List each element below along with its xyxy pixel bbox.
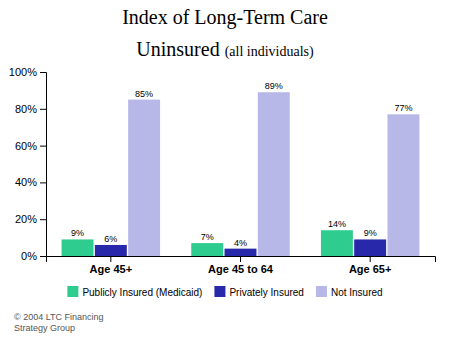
- y-tick-label: 0%: [21, 250, 37, 262]
- y-tick-label: 100%: [9, 66, 37, 78]
- legend-label: Not Insured: [331, 287, 383, 298]
- legend: Publicly Insured (Medicaid) Privately Ins…: [67, 286, 382, 298]
- subtitle-line: Uninsured (all individuals): [136, 38, 314, 60]
- chart: Index of Long-Term Care Uninsured (all ind…: [0, 0, 450, 338]
- annotation: (all individuals): [225, 44, 314, 60]
- data-label: 6%: [104, 234, 117, 244]
- bar: [258, 92, 290, 256]
- bar: [225, 249, 257, 256]
- data-label: 4%: [234, 238, 247, 248]
- y-tick-mark: [40, 146, 46, 147]
- x-tick-label: Age 45 to 64: [208, 263, 274, 275]
- y-tick-label: 80%: [15, 103, 37, 115]
- data-label: 9%: [364, 228, 377, 238]
- bar: [387, 114, 419, 256]
- bar: [62, 239, 94, 256]
- x-tick: Age 45+: [90, 256, 133, 275]
- y-tick: 80%: [15, 103, 46, 115]
- x-tick-mark: [110, 256, 111, 262]
- y-tick-mark: [40, 182, 46, 183]
- data-labels: 9% 7% 14% 6% 4% 9% 85% 89% 77%: [71, 81, 412, 247]
- data-label: 9%: [71, 228, 84, 238]
- legend-swatch: [67, 286, 78, 297]
- title: Index of Long-Term Care: [122, 6, 328, 29]
- y-tick-mark: [40, 256, 46, 257]
- x-tick-label: Age 65+: [349, 263, 392, 275]
- x-tick-mark: [370, 256, 371, 262]
- y-tick: 100%: [9, 66, 46, 78]
- y-tick: 60%: [15, 140, 46, 152]
- bars: [62, 92, 420, 256]
- copyright: © 2004 LTC FinancingStrategy Group: [14, 312, 104, 333]
- x-tick-mark: [240, 256, 241, 262]
- bar: [354, 239, 386, 256]
- legend-item: Not Insured: [316, 286, 383, 298]
- legend-label: Publicly Insured (Medicaid): [82, 287, 202, 298]
- y-tick: 0%: [21, 250, 46, 262]
- data-label: 89%: [265, 81, 283, 91]
- x-tick: Age 65+: [349, 256, 392, 275]
- data-label: 14%: [328, 219, 346, 229]
- x-axis-line: [47, 257, 436, 263]
- bar: [321, 230, 353, 256]
- subtitle: Uninsured: [136, 38, 219, 60]
- x-tick: Age 45 to 64: [208, 256, 274, 275]
- copyright-line: Strategy Group: [14, 323, 75, 333]
- data-label: 85%: [135, 89, 153, 99]
- y-tick-label: 60%: [15, 140, 37, 152]
- x-tick-label: Age 45+: [90, 263, 133, 275]
- y-axis-line: [40, 73, 47, 257]
- legend-label: Privately Insured: [229, 287, 303, 298]
- legend-item: Publicly Insured (Medicaid): [67, 286, 202, 298]
- y-tick-mark: [40, 219, 46, 220]
- bar: [95, 245, 127, 256]
- y-tick: 20%: [15, 213, 46, 225]
- y-axis: 0% 20% 40% 60% 80% 100%: [9, 66, 47, 262]
- y-tick-mark: [40, 72, 46, 73]
- y-tick-label: 40%: [15, 176, 37, 188]
- legend-item: Privately Insured: [214, 286, 303, 298]
- data-label: 7%: [201, 232, 214, 242]
- x-axis: Age 45+ Age 45 to 64 Age 65+: [47, 256, 436, 275]
- data-label: 77%: [394, 103, 412, 113]
- copyright-line: © 2004 LTC Financing: [14, 312, 104, 322]
- legend-swatch: [316, 286, 327, 297]
- y-tick-label: 20%: [15, 213, 37, 225]
- legend-swatch: [214, 286, 225, 297]
- plot: 0%20%40%60%80%100%Age 45+Age 45 to 64Age…: [9, 66, 436, 275]
- y-tick-mark: [40, 109, 46, 110]
- bar: [191, 243, 223, 256]
- y-tick: 40%: [15, 176, 46, 188]
- bar: [128, 100, 160, 256]
